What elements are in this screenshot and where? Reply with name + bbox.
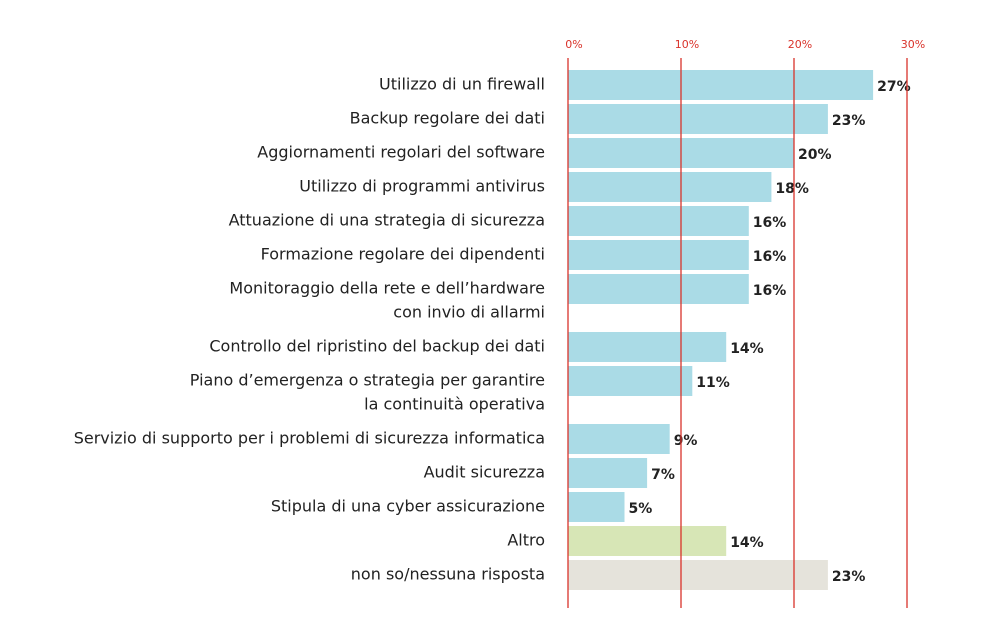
bar	[568, 424, 670, 454]
value-label: 23%	[832, 113, 866, 129]
category-label: Backup regolare dei dati	[350, 109, 545, 128]
bar	[568, 206, 749, 236]
x-tick-label: 30%	[901, 38, 925, 51]
value-label: 16%	[753, 249, 787, 265]
value-label: 11%	[696, 375, 730, 391]
category-label: la continuità operativa	[364, 395, 545, 414]
value-label: 18%	[775, 181, 809, 197]
category-label: Controllo del ripristino del backup dei …	[209, 337, 545, 356]
x-tick-label: 0%	[565, 38, 582, 51]
bar	[568, 172, 772, 202]
bar	[568, 332, 727, 362]
category-label: Utilizzo di un firewall	[379, 75, 545, 94]
value-label: 14%	[730, 341, 764, 357]
category-label: con invio di allarmi	[393, 303, 545, 322]
category-label: Aggiornamenti regolari del software	[257, 143, 545, 162]
bar	[568, 70, 874, 100]
value-label: 9%	[674, 433, 698, 449]
x-tick-label: 20%	[788, 38, 812, 51]
category-label: Attuazione di una strategia di sicurezza	[229, 211, 545, 230]
bar	[568, 526, 727, 556]
value-label: 27%	[877, 79, 911, 95]
category-label: Audit sicurezza	[424, 463, 545, 482]
value-label: 20%	[798, 147, 832, 163]
value-label: 23%	[832, 569, 866, 585]
category-label: Servizio di supporto per i problemi di s…	[74, 429, 545, 448]
value-label: 16%	[753, 215, 787, 231]
value-label: 7%	[651, 467, 675, 483]
bar	[568, 274, 749, 304]
bar	[568, 492, 625, 522]
category-label: Altro	[507, 531, 545, 550]
bar	[568, 560, 828, 590]
value-label: 14%	[730, 535, 764, 551]
x-tick-label: 10%	[675, 38, 699, 51]
bar	[568, 458, 648, 488]
category-label: Piano d’emergenza o strategia per garant…	[190, 371, 545, 390]
value-label: 16%	[753, 283, 787, 299]
value-label: 5%	[629, 501, 653, 517]
category-label: Stipula di una cyber assicurazione	[271, 497, 545, 516]
category-label: Utilizzo di programmi antivirus	[299, 177, 545, 196]
bar	[568, 104, 828, 134]
bar	[568, 366, 693, 396]
category-label: Monitoraggio della rete e dell’hardware	[229, 279, 545, 298]
bar	[568, 240, 749, 270]
category-label: Formazione regolare dei dipendenti	[261, 245, 545, 264]
category-label: non so/nessuna risposta	[351, 565, 545, 584]
